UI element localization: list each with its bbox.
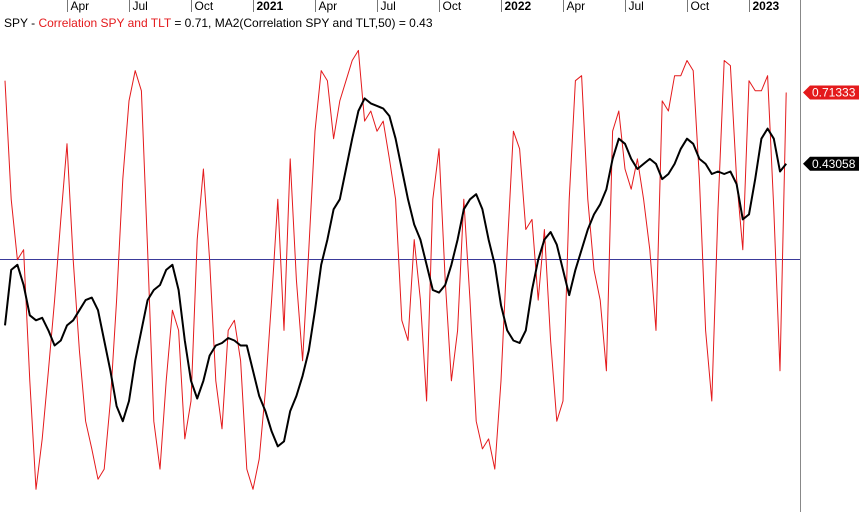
x-tick-label: Jul: [133, 0, 148, 13]
value-tag-label: 0.71333: [812, 86, 856, 100]
value-tag-label: 0.43058: [812, 157, 856, 171]
x-tick-label: Apr: [567, 0, 586, 13]
legend-entry: Correlation SPY and TLT: [38, 16, 171, 30]
value-tag: [803, 156, 859, 171]
series-line: [4, 49, 787, 490]
x-tick-label: 2022: [505, 0, 532, 13]
chart-title: SPY -: [4, 16, 35, 30]
series-line: [4, 97, 787, 448]
value-tag: [803, 85, 859, 100]
x-tick-label: Oct: [443, 0, 462, 13]
legend-entry: MA2(Correlation SPY and TLT,50): [215, 16, 396, 30]
legend-value: = 0.71,: [174, 16, 211, 30]
x-tick-label: Apr: [71, 0, 90, 13]
x-tick-label: 2023: [753, 0, 780, 13]
x-tick-label: Apr: [319, 0, 338, 13]
legend-value: = 0.43: [399, 16, 433, 30]
x-tick-label: Jul: [629, 0, 644, 13]
x-tick-label: 2021: [257, 0, 284, 13]
legend: SPY - Correlation SPY and TLT = 0.71, MA…: [4, 16, 433, 30]
x-tick-label: Jul: [381, 0, 396, 13]
x-tick-label: Oct: [195, 0, 214, 13]
x-tick-label: Oct: [691, 0, 710, 13]
